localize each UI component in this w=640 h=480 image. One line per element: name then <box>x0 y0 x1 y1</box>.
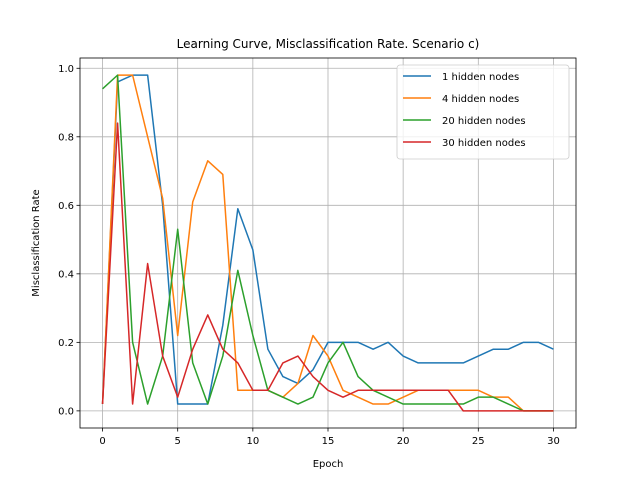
axis-ticks: 0 5 10 15 20 25 30 0.0 0.2 0.4 0.6 0.8 1.0 <box>58 64 560 447</box>
x-tick-label: 15 <box>322 436 335 447</box>
legend-label: 1 hidden nodes <box>442 72 519 83</box>
legend-label: 30 hidden nodes <box>442 138 526 149</box>
x-tick-label: 5 <box>175 436 181 447</box>
grid <box>80 58 576 428</box>
series-line-20-hidden-nodes <box>102 74 554 412</box>
y-tick-label: 0.8 <box>58 132 74 143</box>
series-line-30-hidden-nodes <box>101 122 554 412</box>
y-tick-label: 0.2 <box>58 338 74 349</box>
x-tick-label: 25 <box>472 436 485 447</box>
series-line-1-hidden-nodes <box>101 74 554 405</box>
legend-label: 4 hidden nodes <box>442 94 519 105</box>
x-tick-label: 10 <box>246 436 259 447</box>
legend-box <box>396 64 570 160</box>
series-lines <box>101 74 554 412</box>
y-axis-label: Misclassification Rate <box>31 189 42 296</box>
series-line-4-hidden-nodes <box>101 74 554 412</box>
legend: 1 hidden nodes 4 hidden nodes 20 hidden no… <box>396 64 570 160</box>
x-axis-label: Epoch <box>313 459 344 470</box>
y-tick-label: 0.0 <box>58 406 74 417</box>
y-tick-label: 1.0 <box>58 64 74 75</box>
x-tick-label: 30 <box>547 436 560 447</box>
y-tick-label: 0.6 <box>58 201 74 212</box>
legend-label: 20 hidden nodes <box>442 116 526 127</box>
x-tick-label: 0 <box>99 436 105 447</box>
chart-title: Learning Curve, Misclassification Rate. … <box>177 37 480 51</box>
x-tick-label: 20 <box>397 436 410 447</box>
y-tick-label: 0.4 <box>58 269 74 280</box>
